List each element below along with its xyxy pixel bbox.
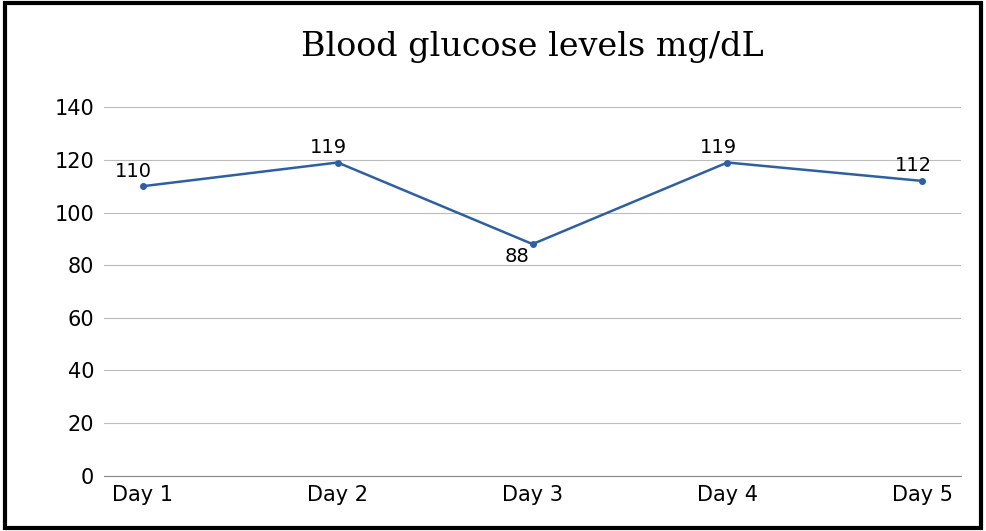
Text: 112: 112 <box>894 156 932 175</box>
Text: 88: 88 <box>505 247 529 267</box>
Text: 119: 119 <box>310 138 347 157</box>
Text: 110: 110 <box>115 161 152 181</box>
Title: Blood glucose levels mg/dL: Blood glucose levels mg/dL <box>301 31 764 63</box>
Text: 119: 119 <box>700 138 737 157</box>
